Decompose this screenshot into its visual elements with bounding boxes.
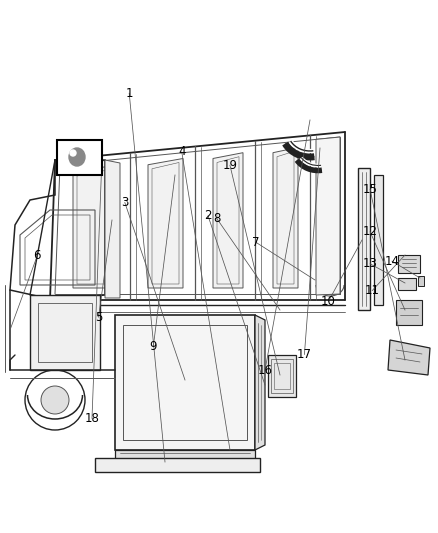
Text: 19: 19 bbox=[223, 159, 237, 172]
Polygon shape bbox=[255, 315, 265, 450]
Text: 11: 11 bbox=[365, 284, 380, 297]
Text: 14: 14 bbox=[385, 255, 399, 268]
Polygon shape bbox=[115, 315, 255, 450]
Polygon shape bbox=[268, 355, 296, 397]
Text: 9: 9 bbox=[149, 340, 157, 353]
Text: 6: 6 bbox=[33, 249, 41, 262]
Text: 1: 1 bbox=[125, 87, 133, 100]
Polygon shape bbox=[374, 175, 383, 305]
Polygon shape bbox=[95, 458, 260, 472]
Text: 3: 3 bbox=[121, 196, 128, 209]
Text: 13: 13 bbox=[363, 257, 378, 270]
Text: 17: 17 bbox=[297, 348, 312, 361]
Polygon shape bbox=[213, 152, 243, 288]
Circle shape bbox=[41, 386, 69, 414]
Text: 10: 10 bbox=[321, 295, 336, 308]
Polygon shape bbox=[418, 276, 424, 286]
Polygon shape bbox=[115, 450, 255, 462]
Polygon shape bbox=[73, 165, 118, 288]
Ellipse shape bbox=[70, 150, 76, 156]
Text: 4: 4 bbox=[178, 146, 186, 158]
Text: 5: 5 bbox=[95, 311, 102, 324]
Text: 16: 16 bbox=[258, 364, 272, 377]
Polygon shape bbox=[273, 148, 298, 288]
Text: 18: 18 bbox=[85, 412, 99, 425]
Text: 8: 8 bbox=[213, 212, 220, 225]
Ellipse shape bbox=[69, 148, 85, 166]
Polygon shape bbox=[358, 168, 370, 310]
Text: 12: 12 bbox=[363, 225, 378, 238]
Polygon shape bbox=[398, 278, 416, 290]
Text: 2: 2 bbox=[204, 209, 212, 222]
Text: 15: 15 bbox=[363, 183, 378, 196]
Polygon shape bbox=[148, 158, 183, 288]
Polygon shape bbox=[30, 295, 100, 370]
Polygon shape bbox=[105, 160, 120, 298]
Bar bbox=[57, 140, 102, 175]
Text: 7: 7 bbox=[252, 236, 260, 249]
Polygon shape bbox=[316, 137, 340, 295]
Polygon shape bbox=[396, 300, 422, 325]
Polygon shape bbox=[398, 255, 420, 273]
Polygon shape bbox=[388, 340, 430, 375]
